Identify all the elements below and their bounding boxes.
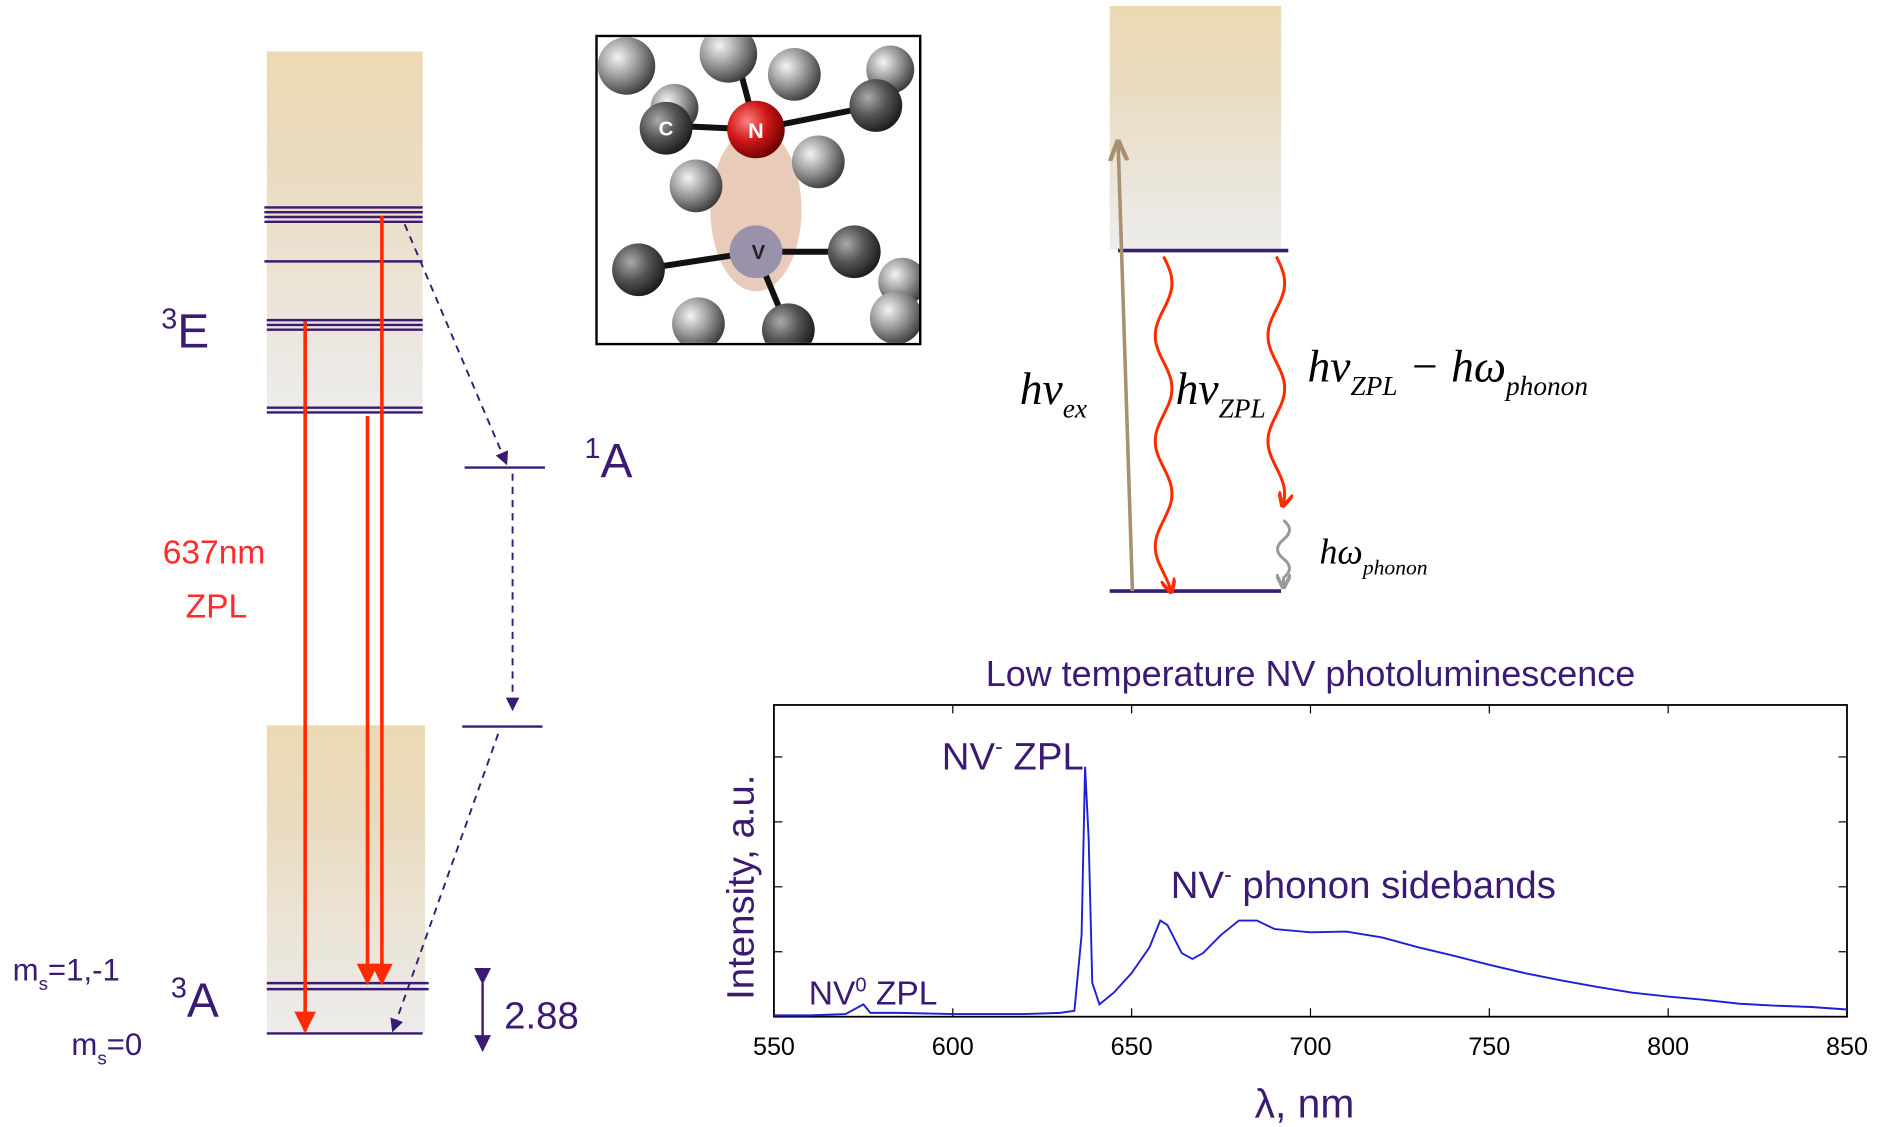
splitting-label: 2.88	[504, 995, 579, 1038]
x-axis-label: λ, nm	[1255, 1080, 1355, 1126]
ms-lower-label-part: m	[71, 1027, 97, 1062]
ms-upper-label: ms=1,-1	[13, 953, 120, 994]
sideband-energy-label-part: − hω	[1398, 340, 1506, 391]
annotation-part: ZPL	[1003, 736, 1084, 779]
x-tick-label: 700	[1289, 1033, 1331, 1061]
x-tick-label: 800	[1647, 1033, 1689, 1061]
annotation-part: -	[995, 733, 1003, 759]
ms-lower-label-part: =0	[107, 1027, 143, 1062]
phonon-diagram	[1110, 6, 1290, 592]
phonon-energy-label: hωphonon	[1319, 531, 1427, 579]
zpl-energy-label: hνZPL	[1176, 363, 1266, 424]
annotation-part: phonon sidebands	[1232, 864, 1556, 907]
annotation-part: -	[1224, 862, 1232, 888]
crystal-structure	[597, 25, 927, 356]
excited-state-label-part: E	[177, 306, 209, 359]
excited-state-label-part: 3	[161, 304, 177, 336]
spectrum-chart: Low temperature NV photoluminescence λ, n…	[720, 653, 1868, 1127]
singlet-label-part: 1	[585, 433, 601, 465]
energy-diagram	[264, 52, 545, 1051]
zpl-energy-label-part: ZPL	[1219, 394, 1266, 424]
x-tick-label: 750	[1468, 1033, 1510, 1061]
ground-state-label-part: A	[187, 975, 219, 1028]
ms-upper-label-part: s	[39, 973, 48, 994]
figure: Low temperature NV photoluminescence λ, n…	[0, 0, 1880, 1127]
x-tick-label: 600	[932, 1033, 974, 1061]
sideband-energy-label-part: phonon	[1504, 371, 1588, 401]
ms-lower-label-part: s	[97, 1047, 106, 1068]
ms-upper-label-part: m	[13, 953, 39, 988]
annotation: NV- ZPL	[942, 733, 1084, 778]
zpl-wavelength: 637nm	[163, 534, 266, 571]
singlet-label: 1A	[585, 433, 633, 488]
atom-label: N	[748, 118, 764, 143]
excitation-label-part: hν	[1020, 363, 1064, 414]
zpl-label: ZPL	[186, 588, 248, 625]
ground-state-label: 3A	[171, 973, 219, 1028]
ms-upper-label-part: =1,-1	[48, 953, 120, 988]
annotation-part: 0	[855, 974, 866, 996]
sideband-energy-label-part: hν	[1307, 340, 1351, 391]
x-tick-label: 850	[1826, 1033, 1868, 1061]
phonon-energy-label-part: phonon	[1361, 555, 1428, 579]
annotation: NV0 ZPL	[809, 974, 938, 1012]
annotation-part: NV	[1171, 864, 1225, 907]
atom-label: C	[659, 118, 674, 140]
chart-title: Low temperature NV photoluminescence	[986, 653, 1636, 694]
singlet-label-part: A	[601, 435, 633, 488]
annotation-part: ZPL	[867, 976, 938, 1013]
x-tick-label: 550	[753, 1033, 795, 1061]
annotation-part: NV	[809, 976, 856, 1013]
annotation-part: NV	[942, 736, 996, 779]
excited-state-label: 3E	[161, 304, 209, 359]
zpl-energy-label-part: hν	[1176, 363, 1220, 414]
y-axis-label: Intensity, a.u.	[720, 775, 763, 1000]
excitation-label: hνex	[1020, 363, 1087, 424]
atom-label: V	[752, 242, 766, 264]
phonon-energy-label-part: hω	[1319, 531, 1362, 571]
excitation-label-part: ex	[1063, 394, 1087, 424]
ms-lower-label: ms=0	[71, 1027, 142, 1068]
annotation: NV- phonon sidebands	[1171, 862, 1556, 907]
ground-state-label-part: 3	[171, 973, 187, 1005]
sideband-energy-label-part: ZPL	[1350, 371, 1397, 401]
sideband-energy-label: hνZPL − hωphonon	[1307, 340, 1588, 401]
x-tick-label: 650	[1111, 1033, 1153, 1061]
